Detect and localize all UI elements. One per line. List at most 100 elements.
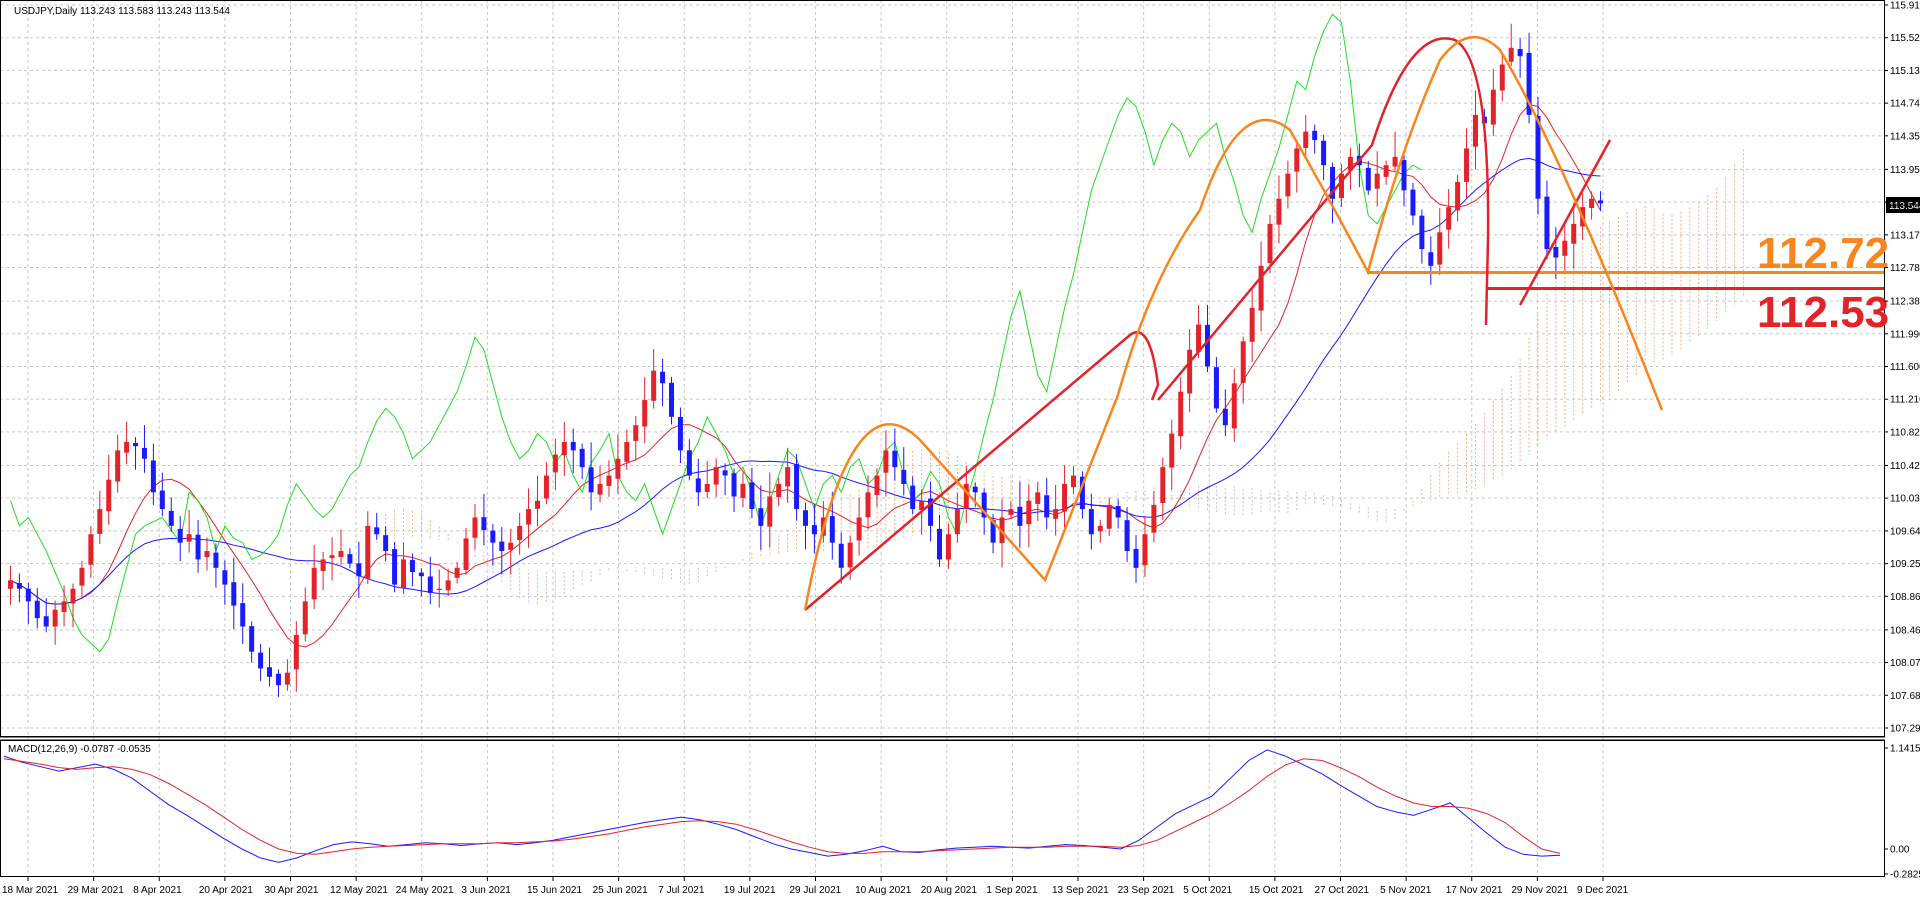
price-tick-label: 115.910	[1890, 1, 1920, 12]
price-tick-label: 111.990	[1890, 329, 1920, 340]
candle-body	[1392, 156, 1398, 167]
candle-body	[1115, 506, 1121, 518]
candle-body	[16, 582, 22, 589]
candle-body	[1562, 240, 1568, 256]
price-tick-label: 114.740	[1890, 99, 1920, 110]
candle-body	[945, 534, 951, 560]
kijun-line	[10, 157, 1601, 605]
candle-body	[1044, 495, 1050, 518]
macd-tick-label: 1.1415	[1890, 744, 1920, 755]
candle-body	[284, 672, 290, 685]
candle-body	[660, 371, 666, 384]
price-tick-label: 108.460	[1890, 625, 1920, 636]
macd-lines	[3, 749, 1561, 863]
date-tick-label: 7 Jul 2021	[658, 885, 705, 896]
candle-body	[329, 555, 335, 559]
candle-body	[803, 510, 808, 526]
price-tick-label: 110.030	[1890, 494, 1920, 505]
candle-body	[293, 634, 299, 670]
candle-body	[383, 535, 389, 552]
candle-body	[633, 425, 639, 441]
candle-body	[749, 482, 755, 510]
candle-body	[70, 588, 76, 604]
candle-body	[240, 603, 246, 627]
macd-header: MACD(12,26,9) -0.0787 -0.0535	[8, 744, 151, 755]
level-label-112-72: 112.72	[1757, 229, 1889, 278]
candle-body	[588, 467, 594, 493]
candle-body	[1160, 467, 1166, 504]
candle-body	[1437, 232, 1443, 265]
date-tick-label: 15 Oct 2021	[1249, 885, 1304, 896]
candle-body	[195, 534, 201, 560]
candle-body	[570, 441, 576, 451]
candle-body	[1258, 265, 1264, 311]
candle-body	[186, 534, 192, 542]
grid	[0, 0, 1884, 876]
candle-body	[1472, 114, 1478, 147]
candle-body	[1187, 349, 1193, 394]
candle-body	[838, 543, 844, 568]
candle-body	[1231, 383, 1237, 429]
candle-body	[1303, 131, 1309, 148]
candle-body	[436, 588, 442, 591]
candlesticks	[7, 23, 1604, 697]
candle-body	[963, 483, 969, 509]
candle-body	[695, 478, 701, 493]
candle-body	[1151, 504, 1157, 533]
indicator-lines	[10, 13, 1601, 653]
candle-body	[1169, 433, 1175, 468]
candle-body	[892, 450, 898, 468]
candle-body	[1508, 47, 1514, 62]
candle-body	[543, 475, 549, 499]
candle-body	[1017, 506, 1023, 526]
candle-body	[1178, 391, 1184, 437]
candle-body	[767, 496, 773, 527]
candle-body	[472, 517, 478, 538]
candle-body	[1062, 483, 1068, 512]
candle-body	[731, 473, 737, 497]
price-axis: 115.910 115.520 115.130 114.740 114.350 113.9…	[1884, 1, 1920, 735]
candle-body	[677, 416, 683, 451]
candle-body	[1026, 500, 1032, 525]
candle-body	[1490, 89, 1496, 125]
trend-arc-1	[804, 331, 1160, 611]
candle-body	[865, 492, 871, 518]
date-tick-label: 8 Apr 2021	[133, 885, 182, 896]
price-tick-label: 110.820	[1890, 427, 1920, 438]
candle-body	[159, 490, 165, 510]
candle-body	[785, 467, 791, 487]
price-tick-label: 111.600	[1890, 362, 1920, 373]
price-tick-label: 107.680	[1890, 691, 1920, 702]
candle-body	[1285, 173, 1291, 197]
candle-body	[374, 527, 380, 535]
candle-body	[1124, 520, 1130, 552]
candle-body	[856, 517, 862, 541]
candle-body	[338, 551, 344, 558]
candle-body	[901, 469, 907, 484]
macd-series-line	[3, 758, 1561, 855]
candle-body	[1383, 165, 1389, 177]
candle-body	[1196, 324, 1202, 352]
candle-body	[1142, 534, 1148, 566]
tenkan-line	[10, 104, 1601, 648]
candle-body	[561, 441, 567, 456]
price-tick-label: 109.250	[1890, 559, 1920, 570]
candle-body	[1097, 525, 1103, 532]
candle-body	[356, 563, 362, 577]
candle-body	[302, 601, 308, 635]
date-tick-label: 20 Apr 2021	[199, 885, 253, 896]
price-tick-label: 113.560	[1890, 198, 1920, 209]
candle-body	[1544, 196, 1550, 250]
candle-body	[1365, 167, 1371, 191]
current-price-tag	[1886, 197, 1920, 213]
price-tick-label: 112.380	[1890, 297, 1920, 308]
candle-body	[141, 447, 147, 459]
candle-body	[1276, 198, 1282, 225]
candle-body	[7, 580, 13, 589]
candle-body	[642, 400, 648, 427]
candle-body	[579, 448, 585, 468]
candle-body	[1204, 324, 1210, 367]
candle-body	[445, 580, 451, 591]
price-tick-label: 107.290	[1890, 724, 1920, 735]
